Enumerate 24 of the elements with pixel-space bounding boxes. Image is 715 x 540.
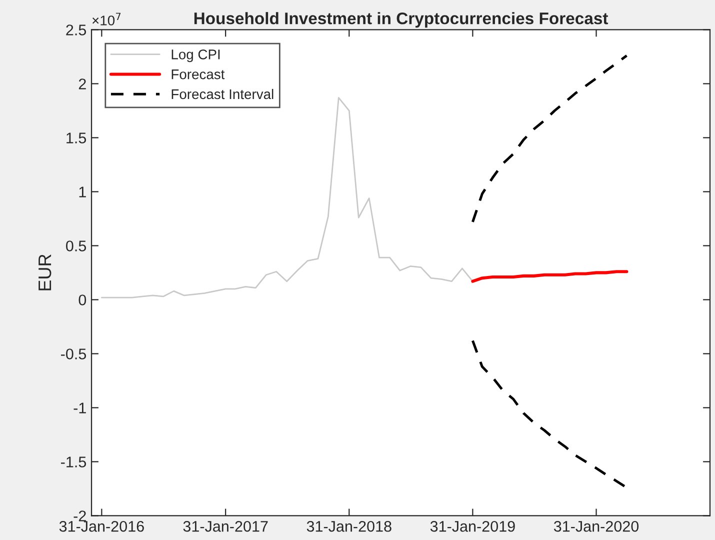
x-tick-label: 31-Jan-2020 — [554, 520, 639, 532]
legend-label: Log CPI — [172, 50, 220, 62]
line-series — [471, 54, 628, 224]
y-tick-label: -1.5 — [61, 456, 86, 468]
x-tick-label: 31-Jan-2016 — [59, 520, 144, 532]
y-tick-label: 0 — [78, 294, 86, 306]
legend-label: Forecast Interval — [172, 88, 274, 100]
y-axis-title: EUR — [38, 254, 52, 290]
chart-title: Household Investment in Cryptocurrencies Forecast — [194, 12, 608, 28]
line-series — [471, 339, 628, 489]
line-series — [471, 270, 628, 283]
y-tick-label: -1 — [74, 402, 86, 414]
y-tick-label: 2.5 — [66, 24, 86, 36]
x-tick-label: 31-Jan-2019 — [430, 520, 515, 532]
y-tick-label: 1.5 — [66, 132, 86, 144]
x-tick-label: 31-Jan-2017 — [183, 520, 268, 532]
y-tick-label: -0.5 — [61, 348, 86, 360]
text: ×10$^{7}$ — [92, 12, 121, 26]
y-tick-label: 1 — [79, 186, 86, 198]
y-tick-label: -2 — [74, 510, 86, 522]
y-tick-label: 2 — [78, 78, 86, 90]
legend-label: Forecast — [172, 70, 225, 80]
y-tick-label: 0.5 — [66, 240, 86, 252]
x-tick-label: 31-Jan-2018 — [306, 520, 392, 532]
